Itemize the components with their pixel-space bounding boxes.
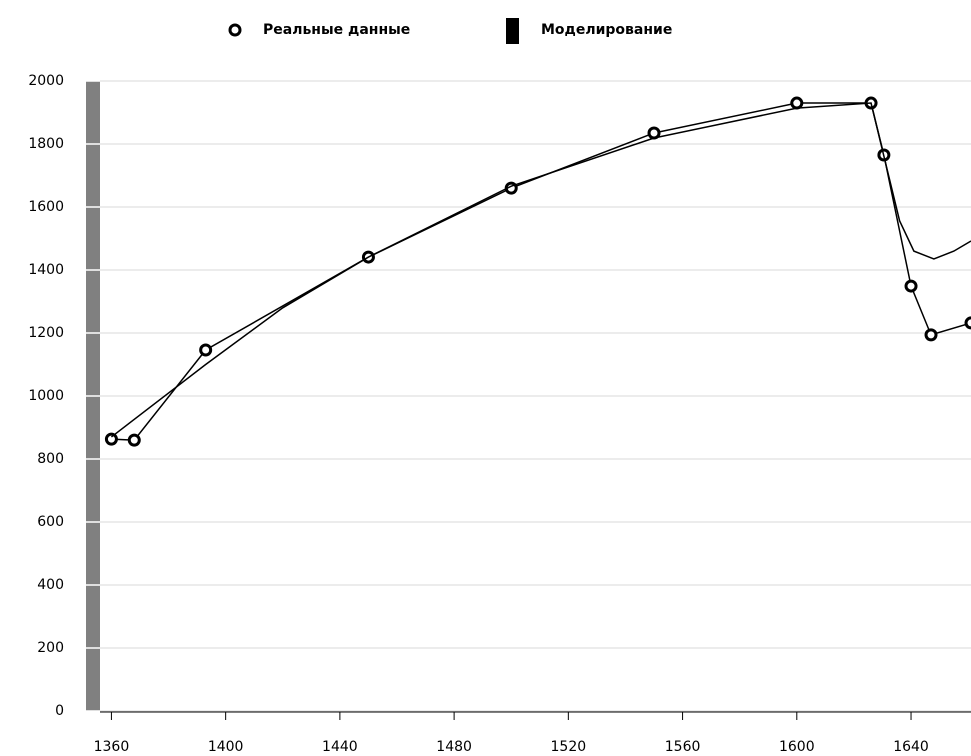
x-tick-label: 1360 — [94, 739, 130, 755]
legend-label: Реальные данные — [263, 22, 410, 38]
data-point — [904, 279, 918, 293]
x-tick-label: 1440 — [322, 739, 358, 755]
y-tick-label: 400 — [37, 577, 64, 593]
data-point — [964, 316, 971, 330]
plot-area — [104, 96, 971, 447]
x-tick-label: 1600 — [779, 739, 815, 755]
x-tick-label: 1640 — [893, 739, 929, 755]
x-tick-label: 1560 — [665, 739, 701, 755]
series-line — [111, 102, 971, 441]
data-point — [924, 328, 938, 342]
legend-label: Моделирование — [541, 22, 672, 38]
y-tick-label: 1600 — [28, 199, 64, 215]
y-tick-label: 200 — [37, 640, 64, 656]
x-tick-label: 1480 — [436, 739, 472, 755]
data-point — [647, 126, 661, 140]
legend-marker — [228, 23, 242, 37]
legend-marker — [506, 18, 519, 44]
y-tick-label: 600 — [37, 514, 64, 530]
y-tick-label: 1400 — [28, 262, 64, 278]
y-tick-label: 800 — [37, 451, 64, 467]
series-line — [110, 102, 971, 438]
y-tick-label: 2000 — [28, 73, 64, 89]
data-point — [104, 432, 118, 446]
data-point — [790, 96, 804, 110]
x-tick-label: 1520 — [551, 739, 587, 755]
x-tick-label: 1400 — [208, 739, 244, 755]
y-tick-label: 1200 — [28, 325, 64, 341]
y-tick-label: 1000 — [28, 388, 64, 404]
data-point — [127, 433, 141, 447]
y-tick-label: 1800 — [28, 136, 64, 152]
y-tick-label: 0 — [55, 703, 64, 719]
data-point — [199, 343, 213, 357]
